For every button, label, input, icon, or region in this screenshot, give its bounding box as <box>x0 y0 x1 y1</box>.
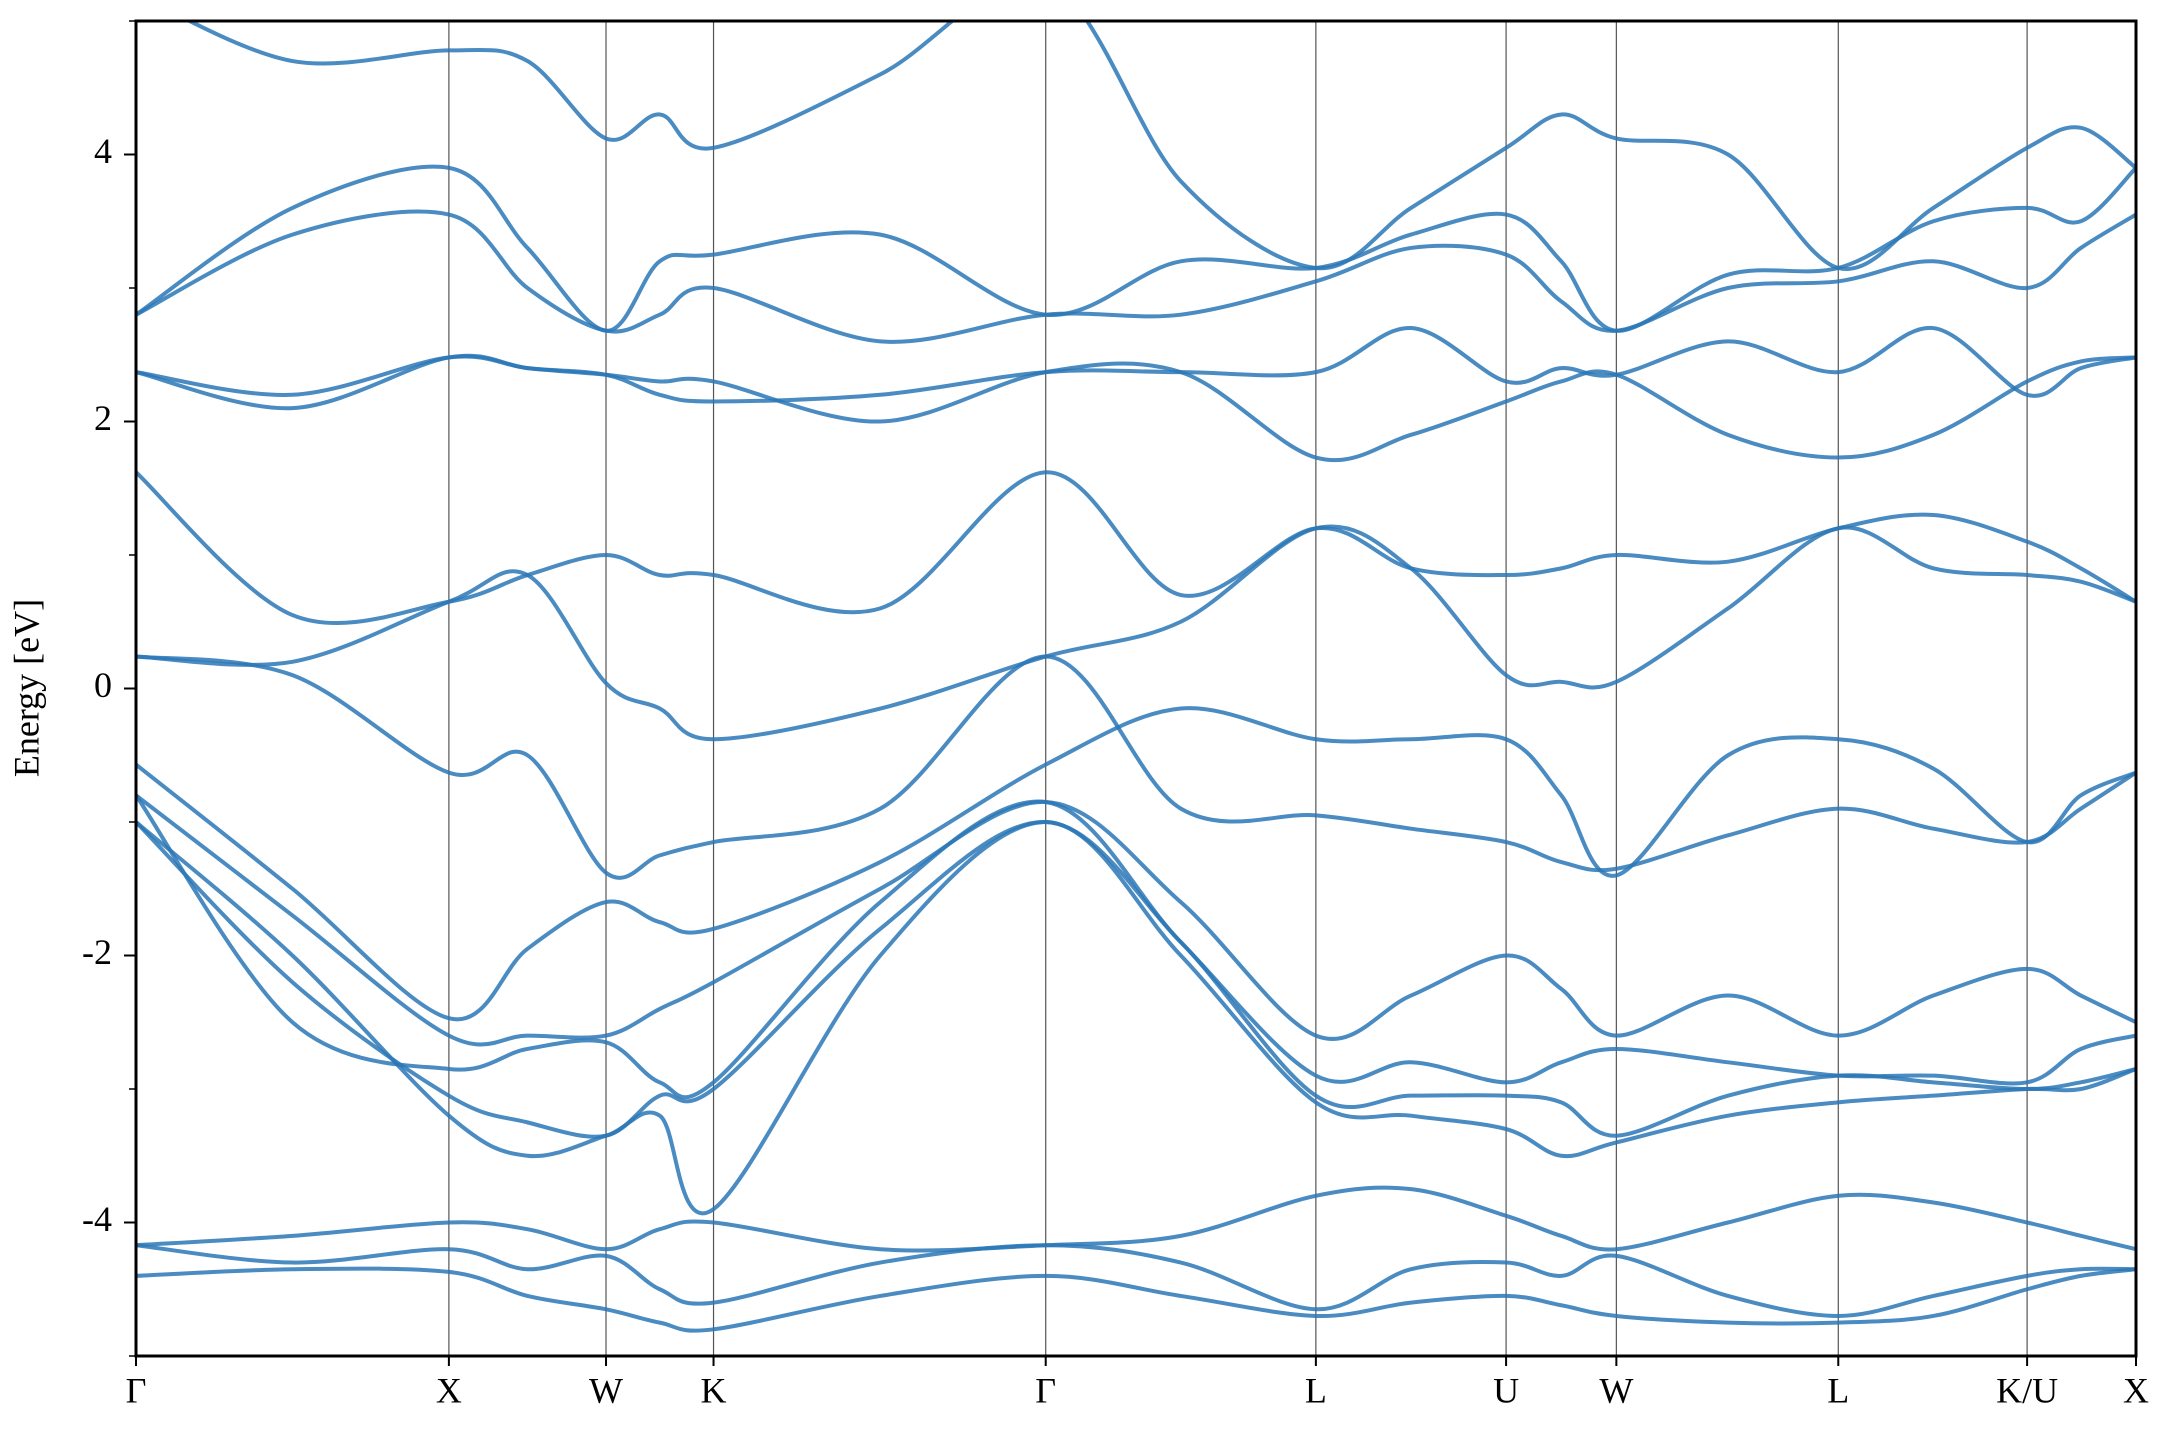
x-tick-label: L <box>1305 1370 1327 1410</box>
x-tick-label: X <box>2123 1370 2149 1410</box>
x-tick-label: W <box>1599 1370 1633 1410</box>
y-tick-label: -2 <box>82 932 112 972</box>
y-tick-label: 4 <box>94 131 112 171</box>
band-line <box>136 470 2136 625</box>
band-line <box>136 209 2136 344</box>
x-tick-label: Γ <box>1035 1370 1056 1410</box>
x-tick-label: U <box>1493 1370 1519 1410</box>
y-axis-label: Energy [eV] <box>6 599 46 777</box>
grid <box>135 21 2137 1356</box>
band-line <box>136 326 2136 404</box>
band-line <box>136 819 2136 1139</box>
x-tick-label: X <box>436 1370 462 1410</box>
y-tick-label: 2 <box>94 398 112 438</box>
axes: Γ X W K Γ L U W L K/U X -4 -2 0 2 4 <box>82 20 2149 1410</box>
x-tick-label: L <box>1827 1370 1849 1410</box>
x-tick-label: K/U <box>1996 1370 2058 1410</box>
band-line <box>185 21 2136 272</box>
plot-frame <box>134 19 2138 1358</box>
band-line <box>136 164 2136 333</box>
bands <box>136 21 2136 1333</box>
band-line <box>136 1185 2136 1253</box>
band-line <box>136 1266 2136 1333</box>
x-tick-label: K <box>701 1370 727 1410</box>
band-line <box>136 794 2136 1100</box>
y-tick-label: -4 <box>82 1199 112 1239</box>
x-tick-label: W <box>589 1370 623 1410</box>
band-line <box>136 819 2136 1216</box>
x-tick-label: Γ <box>126 1370 147 1410</box>
band-line <box>136 654 2136 880</box>
y-tick-label: 0 <box>94 665 112 705</box>
band-line <box>136 706 2136 1022</box>
band-line <box>136 793 2136 1047</box>
band-line <box>136 1243 2136 1318</box>
